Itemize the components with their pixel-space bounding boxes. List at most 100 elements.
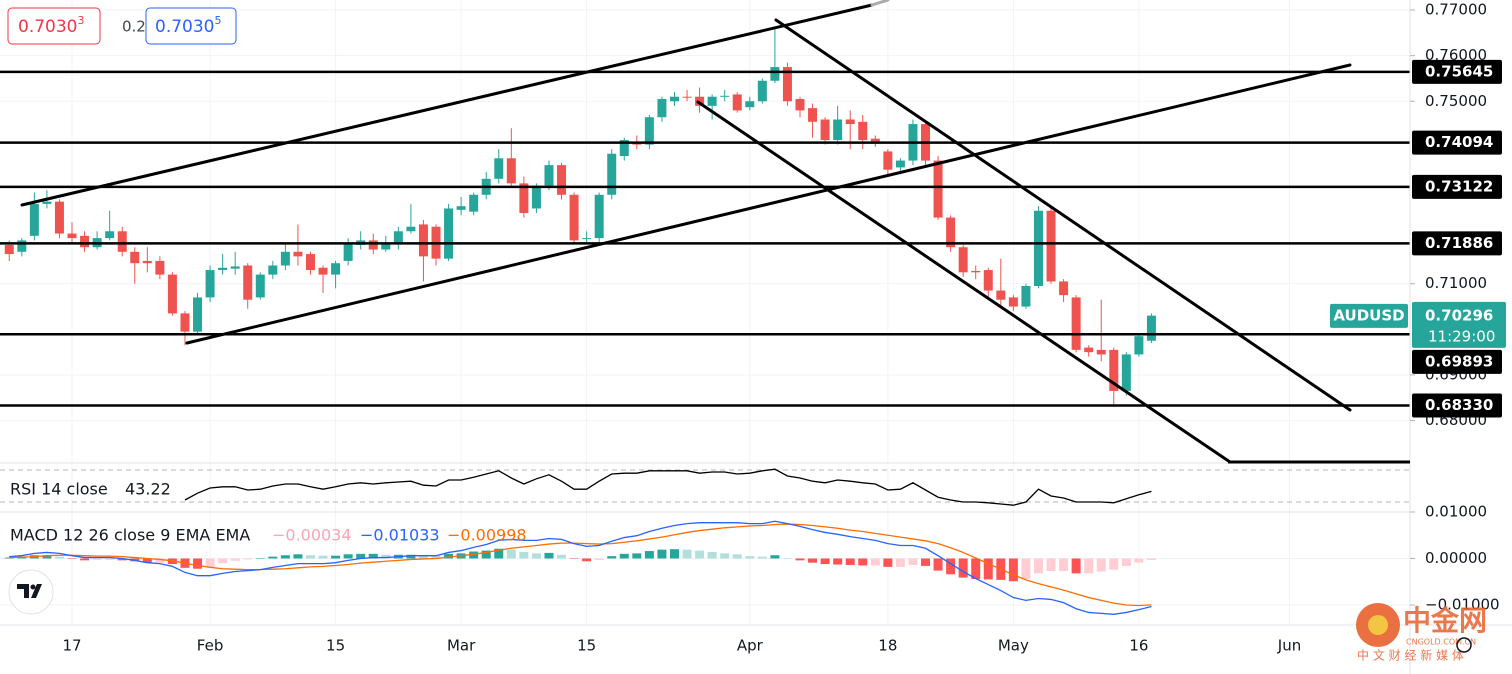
candle-body [406, 226, 416, 232]
bid-main: 0.7030 [18, 17, 77, 37]
trend-line [774, 18, 1352, 412]
macd-histogram-bar [607, 556, 617, 559]
candle-body [669, 96, 679, 102]
candle-body [707, 96, 717, 106]
macd-histogram-bar [305, 555, 315, 559]
candle-body [167, 274, 177, 314]
level-label: 0.75645 [1425, 62, 1493, 80]
candle-body [644, 117, 654, 145]
macd-histogram-bar [808, 558, 818, 563]
trend-line [696, 100, 1232, 464]
candle-body [17, 240, 27, 252]
macd-histogram-bar [1109, 558, 1119, 570]
candle-body [193, 297, 203, 332]
macd-histogram-bar [92, 558, 102, 560]
macd-histogram-bar [356, 553, 366, 559]
candle-body [180, 313, 190, 332]
macd-histogram-bar [142, 558, 152, 563]
candle-body [833, 119, 843, 141]
bid-box[interactable] [7, 7, 101, 45]
macd-histogram-bar [193, 558, 203, 569]
macd-histogram-bar [80, 558, 90, 561]
candle-body [105, 231, 115, 239]
candle-body [946, 217, 956, 248]
candle-body [870, 138, 880, 142]
level-label-box [1412, 130, 1502, 155]
candle-body [858, 121, 868, 141]
x-tick-label: 15 [326, 637, 345, 655]
macd-histogram-bar [205, 558, 215, 567]
rsi-value: 43.22 [125, 480, 171, 499]
last-price-box [1412, 301, 1506, 348]
candle-body [519, 183, 529, 214]
macd-histogram-bar [1033, 558, 1043, 574]
x-tick-label: Mar [447, 637, 476, 655]
macd-histogram-bar [908, 558, 918, 565]
settings-icon[interactable] [1456, 637, 1472, 653]
candle-body [1121, 354, 1131, 391]
candle-body [1146, 315, 1156, 341]
x-tick-label: 17 [62, 637, 81, 655]
macd-histogram-bar [506, 549, 516, 559]
macd-histogram-bar [858, 558, 868, 566]
macd-histogram-bar [230, 558, 240, 561]
macd-histogram-bar [293, 554, 303, 559]
rsi-line [184, 468, 1152, 506]
tv-logo[interactable] [8, 569, 54, 615]
candle-body [280, 251, 290, 266]
candle-body [368, 240, 378, 250]
macd-histogram-bar [1008, 558, 1018, 582]
axes: 17 Feb 15 Mar 15 Apr 18 May 16 Jun0.770000.760000… [62, 1, 1506, 655]
symbol-box [1330, 303, 1408, 328]
x-tick-label: Apr [737, 637, 764, 655]
candle-body [469, 194, 479, 212]
candle-body [1084, 347, 1094, 353]
candle-body [1008, 297, 1018, 307]
candle-body [770, 67, 780, 81]
macd-signal-value: −0.00998 [447, 526, 527, 545]
watermark-name: 中金网 [1403, 604, 1487, 637]
macd-histogram-bar [268, 556, 278, 559]
macd-histogram-bar [54, 556, 64, 559]
ask-box[interactable] [145, 7, 237, 45]
macd-histogram-bar [1134, 558, 1144, 563]
level-label-box [1412, 231, 1502, 256]
candle-body [418, 224, 428, 257]
last-price-label: 0.70296 [1425, 306, 1493, 324]
macd-histogram-bar [494, 548, 504, 559]
macd-histogram-bar [381, 554, 391, 559]
candle-body [745, 101, 755, 108]
macd-histogram-bar [1046, 558, 1056, 572]
macd-histogram-bar [431, 555, 441, 559]
x-tick-label: Feb [197, 637, 224, 655]
macd-histogram-bar [155, 558, 165, 563]
macd-histogram-bar [820, 558, 830, 565]
level-label: 0.71886 [1425, 234, 1493, 252]
candle-body [54, 201, 64, 234]
candle-body [594, 194, 604, 239]
macd-histogram-bar [1084, 558, 1094, 574]
x-tick-label: May [998, 637, 1029, 655]
candle-body [1071, 297, 1081, 350]
macd-histogram-bar [1096, 558, 1106, 572]
macd-histogram-bar [745, 556, 755, 559]
candle-body [506, 158, 516, 184]
macd-histogram-bar [331, 555, 341, 559]
candle-body [305, 254, 315, 271]
candle-body [657, 98, 667, 118]
candle-body [1021, 286, 1031, 307]
candle-body [883, 151, 893, 170]
macd-histogram-bar [218, 558, 228, 564]
candle-body [557, 165, 567, 195]
x-tick-label: 15 [577, 637, 596, 655]
macd-histogram-bar [1121, 558, 1131, 566]
y-tick-label: −0.01000 [1425, 596, 1500, 614]
watermark-tagline: 中 文 财 经 新 媒 体 [1357, 648, 1464, 663]
macd-histogram-bar [582, 558, 592, 562]
macd-histogram-bar [657, 549, 667, 559]
macd-histogram-bar [343, 554, 353, 559]
candle-body [318, 267, 328, 275]
trend-lines [20, 0, 1352, 464]
candle-body [569, 194, 579, 241]
candle-body [29, 203, 39, 236]
